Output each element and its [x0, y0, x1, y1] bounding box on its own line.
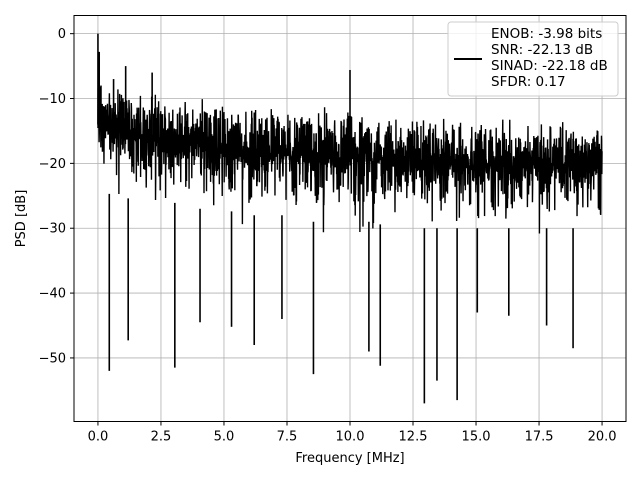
y-tick-label: 0 [58, 27, 66, 42]
x-tick-label: 17.5 [525, 430, 554, 445]
x-axis-label: Frequency [MHz] [295, 451, 404, 466]
y-tick-label: −20 [39, 157, 66, 172]
x-tick-label: 5.0 [214, 430, 235, 445]
legend-line-sinad: SINAD: -22.18 dB [491, 58, 608, 74]
y-tick-label: −10 [39, 92, 66, 107]
x-tick-label: 12.5 [399, 430, 428, 445]
x-tick-label: 0.0 [88, 430, 109, 445]
x-tick-label: 7.5 [277, 430, 298, 445]
legend-line-snr: SNR: -22.13 dB [491, 42, 593, 58]
y-tick-label: −50 [39, 351, 66, 366]
x-axis-ticks: 0.0 2.5 5.0 7.5 10.0 12.5 15.0 17.5 20.0 [88, 421, 617, 445]
legend-line-enob: ENOB: -3.98 bits [491, 26, 602, 42]
x-tick-label: 2.5 [151, 430, 172, 445]
y-axis-ticks: 0 −10 −20 −30 −40 −50 [39, 27, 74, 366]
legend: ENOB: -3.98 bits SNR: -22.13 dB SINAD: -… [447, 21, 619, 97]
legend-box [447, 21, 619, 97]
x-tick-label: 15.0 [462, 430, 491, 445]
y-axis-label: PSD [dB] [14, 190, 29, 248]
y-tick-label: −30 [39, 222, 66, 237]
x-tick-label: 20.0 [588, 430, 617, 445]
legend-line-sfdr: SFDR: 0.17 [491, 74, 566, 90]
psd-series [97, 33, 603, 404]
y-tick-label: −40 [39, 287, 66, 302]
x-tick-label: 10.0 [336, 430, 365, 445]
psd-trace [97, 86, 603, 234]
